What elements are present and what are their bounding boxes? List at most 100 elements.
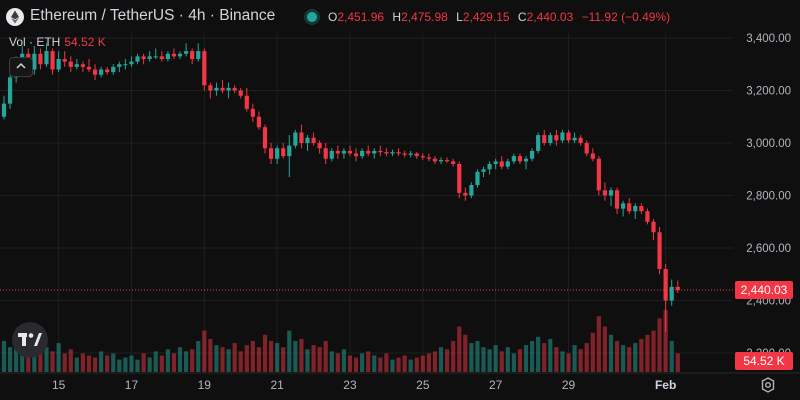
volume-bar	[275, 343, 280, 372]
candle	[62, 51, 67, 67]
time-axis[interactable]: 15 17 19 21 23 25 27 29 Feb	[0, 372, 800, 392]
candle-body	[493, 161, 498, 164]
volume-bar	[414, 357, 419, 372]
candle-body	[469, 185, 474, 196]
volume-bar	[20, 349, 25, 372]
volume-bar	[390, 359, 395, 372]
volume-bar	[74, 357, 79, 372]
candle	[92, 64, 98, 80]
candle	[560, 129, 565, 143]
candle-body	[408, 153, 413, 155]
volume-bar	[511, 353, 516, 372]
volume-bar	[190, 349, 195, 372]
candle-body	[675, 286, 680, 290]
tradingview-logo[interactable]	[12, 322, 48, 358]
candle	[38, 48, 43, 70]
volume-bar	[608, 334, 614, 372]
candle	[317, 140, 322, 154]
price-axis[interactable]: 3,400.00 3,200.00 3,000.00 2,800.00 2,600.00…	[746, 33, 791, 360]
candle	[341, 148, 347, 159]
gear-icon[interactable]	[760, 377, 776, 393]
candle-body	[445, 160, 450, 162]
candle	[147, 51, 152, 62]
volume-bar	[329, 351, 334, 372]
x-tick-label: 25	[416, 378, 430, 392]
volume-bar	[7, 347, 13, 372]
candle-body	[384, 152, 389, 154]
volume-bar	[80, 353, 86, 372]
candle-body	[92, 69, 98, 75]
candle-body	[645, 211, 650, 222]
candle-body	[287, 145, 292, 157]
symbol-title[interactable]: Ethereum / TetherUS · 4h · Binance	[30, 7, 276, 24]
candle-body	[147, 56, 152, 59]
candle	[32, 45, 37, 75]
candle-body	[608, 190, 614, 196]
candle	[111, 64, 116, 75]
candle	[517, 153, 523, 164]
volume-bar	[669, 341, 674, 372]
candle	[208, 82, 213, 99]
x-tick-label: 19	[198, 378, 212, 392]
volume-bar	[147, 357, 152, 372]
candle-body	[1, 103, 7, 117]
candle-body	[372, 150, 377, 154]
candle	[372, 148, 377, 159]
candle	[68, 56, 73, 73]
change-value: −11.92 (−0.49%)	[581, 10, 671, 24]
candle-body	[68, 61, 73, 67]
volume-bar	[438, 347, 444, 372]
candle-body	[117, 64, 122, 67]
candle-body	[542, 135, 547, 143]
volume-bar	[396, 357, 401, 372]
candle-body	[305, 137, 310, 143]
candle	[469, 182, 474, 199]
volume-bar	[92, 357, 98, 372]
candle-body	[62, 59, 67, 62]
volume-bar	[523, 345, 529, 372]
volume-bar	[244, 345, 249, 372]
candle	[171, 48, 177, 59]
candle-body	[499, 161, 504, 167]
candle-body	[584, 143, 589, 154]
volume-bar	[1, 341, 7, 372]
candle-body	[663, 269, 668, 301]
x-tick-label: Feb	[655, 378, 676, 392]
candle	[366, 145, 371, 157]
candle	[159, 51, 164, 62]
volume-bar	[578, 349, 583, 372]
candle-body	[432, 158, 438, 162]
candle-body	[129, 61, 134, 65]
candle-body	[275, 148, 280, 159]
candle-body	[202, 51, 207, 86]
candle-body	[311, 137, 316, 143]
candle-body	[669, 286, 674, 301]
collapse-legend-button[interactable]	[9, 57, 33, 77]
candle-body	[80, 64, 86, 67]
volume-bar	[621, 345, 626, 372]
candle-body	[293, 132, 298, 146]
candle-body	[317, 143, 322, 149]
volume-bar	[123, 357, 128, 372]
candle-body	[208, 85, 213, 91]
volume-bar	[311, 345, 316, 372]
candlesticks	[1, 43, 680, 332]
candle-body	[56, 59, 61, 70]
candle-body	[566, 132, 571, 141]
candle-body	[50, 51, 55, 70]
volume-bar	[627, 347, 632, 372]
candle	[244, 87, 249, 112]
candle	[481, 166, 486, 178]
candle-body	[165, 53, 170, 59]
candle-body	[475, 171, 480, 185]
candle-body	[323, 148, 328, 159]
candle-body	[366, 150, 371, 154]
volume-bar	[469, 343, 474, 372]
candle	[651, 219, 656, 241]
candle-body	[554, 135, 559, 141]
candle-body	[329, 150, 334, 159]
volume-bar	[596, 316, 601, 372]
candle	[165, 51, 170, 62]
volume-bar	[602, 326, 608, 372]
